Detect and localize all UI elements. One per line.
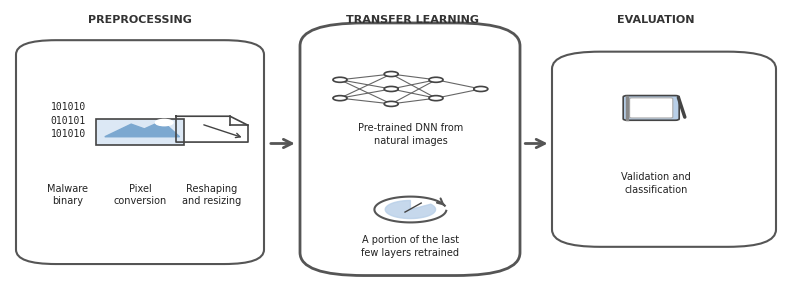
- Text: Pixel
conversion: Pixel conversion: [114, 184, 166, 206]
- Circle shape: [384, 101, 398, 106]
- Circle shape: [155, 119, 173, 126]
- Circle shape: [384, 86, 398, 92]
- FancyBboxPatch shape: [300, 23, 520, 276]
- Text: A portion of the last
few layers retrained: A portion of the last few layers retrain…: [362, 235, 459, 258]
- Text: Malware
binary: Malware binary: [47, 184, 89, 206]
- Text: Validation and
classification: Validation and classification: [621, 172, 691, 195]
- Text: EVALUATION: EVALUATION: [618, 15, 694, 25]
- Circle shape: [333, 96, 347, 101]
- Text: PREPROCESSING: PREPROCESSING: [88, 15, 192, 25]
- Circle shape: [333, 77, 347, 82]
- FancyBboxPatch shape: [623, 96, 679, 120]
- FancyBboxPatch shape: [630, 98, 673, 118]
- Circle shape: [429, 77, 443, 82]
- Text: Reshaping
and resizing: Reshaping and resizing: [182, 184, 242, 206]
- FancyBboxPatch shape: [96, 119, 184, 146]
- Text: TRANSFER LEARNING: TRANSFER LEARNING: [346, 15, 478, 25]
- Circle shape: [474, 86, 488, 92]
- Polygon shape: [105, 121, 179, 137]
- Circle shape: [384, 71, 398, 77]
- Polygon shape: [386, 200, 435, 218]
- FancyBboxPatch shape: [16, 40, 264, 264]
- Circle shape: [429, 96, 443, 101]
- Text: Pre-trained DNN from
natural images: Pre-trained DNN from natural images: [358, 123, 463, 146]
- FancyBboxPatch shape: [552, 52, 776, 247]
- Text: 101010
010101
101010: 101010 010101 101010: [50, 102, 86, 139]
